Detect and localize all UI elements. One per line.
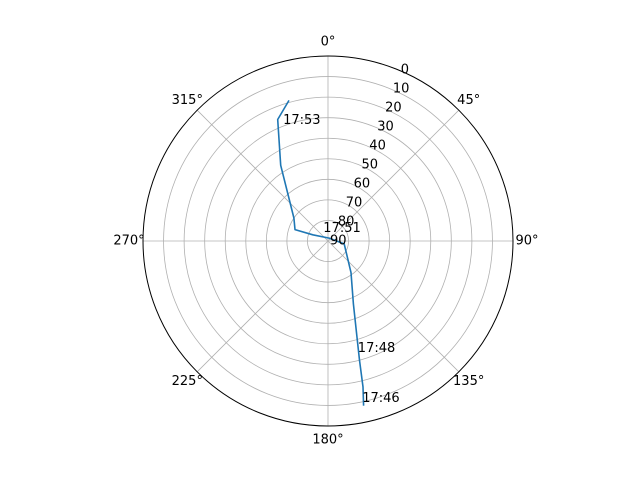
polar-frame <box>142 55 514 427</box>
theta-grid-line <box>196 240 329 373</box>
grid <box>142 55 514 427</box>
series-layer <box>276 99 365 406</box>
time-annotation: 17:53 <box>283 113 320 128</box>
theta-tick-label: 225° <box>172 374 203 389</box>
theta-grid-line <box>196 109 329 242</box>
r-tick-label: 90 <box>330 234 347 249</box>
time-annotation: 17:46 <box>362 391 399 406</box>
r-tick-label: 60 <box>354 177 371 192</box>
theta-tick-label: 270° <box>113 234 144 249</box>
time-annotation: 17:48 <box>358 341 395 356</box>
r-tick-label: 20 <box>385 101 402 116</box>
theta-tick-label: 135° <box>453 374 484 389</box>
theta-tick-label: 0° <box>321 35 336 50</box>
theta-tick-label: 315° <box>172 93 203 108</box>
tick-labels: 0° 45° 90° 135° 180° 225° 270° 315° 0 10 20 30 40 50 6… <box>113 35 538 448</box>
theta-tick-label: 45° <box>457 93 480 108</box>
r-tick-label: 30 <box>377 120 394 135</box>
r-tick-label: 40 <box>369 139 386 154</box>
theta-tick-label: 180° <box>312 433 343 448</box>
series-line <box>276 99 365 406</box>
r-tick-label: 80 <box>338 215 355 230</box>
theta-tick-label: 90° <box>515 234 538 249</box>
r-tick-label: 0 <box>401 63 409 78</box>
time-annotation: 17:51 <box>323 221 360 236</box>
theta-grid-line <box>327 240 460 373</box>
r-tick-label: 70 <box>346 196 363 211</box>
r-tick-label: 10 <box>393 82 410 97</box>
annotations: 17:46 17:48 17:51 17:53 <box>283 113 400 406</box>
theta-grid-line <box>327 109 460 242</box>
r-tick-label: 50 <box>362 158 379 173</box>
